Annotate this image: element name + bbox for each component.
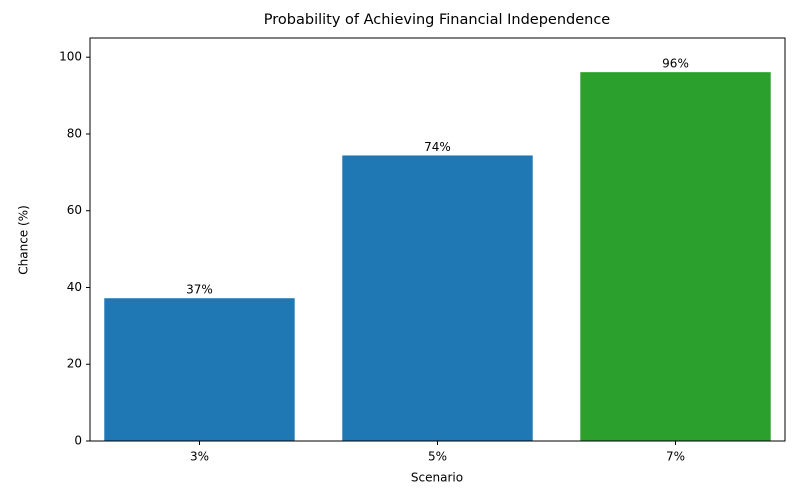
y-tick-label: 60 bbox=[67, 203, 82, 217]
chart-title: Probability of Achieving Financial Indep… bbox=[264, 12, 611, 28]
x-tick-label: 5% bbox=[428, 450, 447, 464]
x-tick-label: 7% bbox=[666, 450, 685, 464]
plot-frame bbox=[89, 37, 786, 442]
bar bbox=[342, 155, 533, 441]
bar bbox=[104, 298, 295, 441]
value-label: 74% bbox=[424, 140, 451, 154]
bar bbox=[580, 72, 771, 441]
y-tick-label: 20 bbox=[67, 357, 82, 371]
value-label: 96% bbox=[662, 57, 689, 71]
x-tick-label: 3% bbox=[190, 450, 209, 464]
x-axis-label: Scenario bbox=[411, 471, 463, 485]
value-label: 37% bbox=[186, 283, 213, 297]
y-tick-label: 100 bbox=[59, 50, 82, 64]
y-tick-label: 40 bbox=[67, 280, 82, 294]
y-axis-label: Chance (%) bbox=[17, 205, 31, 275]
y-tick-label: 80 bbox=[67, 126, 82, 140]
y-tick-label: 0 bbox=[74, 434, 82, 448]
